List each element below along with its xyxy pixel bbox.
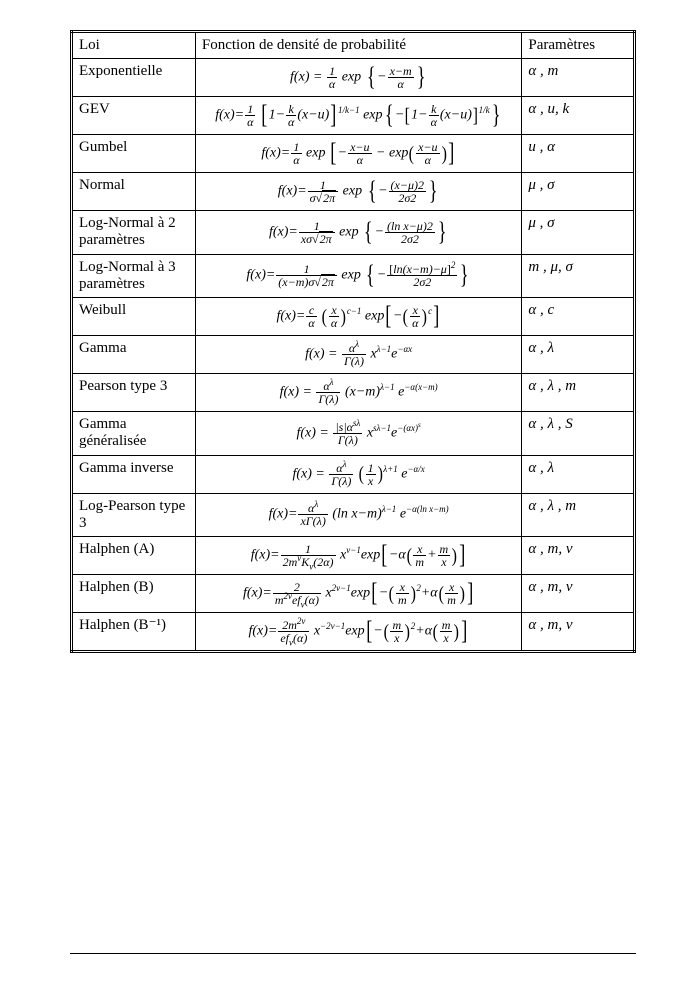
table-row: Halphen (B⁻¹) f(x)=2m2νefν(α) x−2ν−1exp[… bbox=[72, 613, 635, 652]
param-cell: α , m bbox=[522, 59, 635, 97]
param-cell: α , λ , m bbox=[522, 374, 635, 412]
table-row: Log-Normal à 3 paramètres f(x)=1(x−m)σ√2… bbox=[72, 254, 635, 298]
footer-rule bbox=[70, 953, 636, 954]
param-cell: μ , σ bbox=[522, 211, 635, 255]
param-cell: μ , σ bbox=[522, 173, 635, 211]
loi-cell: Halphen (B) bbox=[72, 575, 196, 613]
loi-cell: Gumbel bbox=[72, 135, 196, 173]
param-cell: α , m, ν bbox=[522, 575, 635, 613]
loi-cell: Halphen (B⁻¹) bbox=[72, 613, 196, 652]
formula-cell: f(x) = αλΓ(λ) xλ−1e−αx bbox=[195, 336, 522, 374]
distribution-table: Loi Fonction de densité de probabilité P… bbox=[70, 30, 636, 653]
formula-cell: f(x)=1xσ√2π exp {−(ln x−μ)22σ2} bbox=[195, 211, 522, 255]
table-row: Gamma généralisée f(x) = |s|αsλΓ(λ) xsλ−… bbox=[72, 412, 635, 456]
formula-cell: f(x) = |s|αsλΓ(λ) xsλ−1e−(αx)s bbox=[195, 412, 522, 456]
formula-cell: f(x)=1σ√2π exp {−(x−μ)22σ2} bbox=[195, 173, 522, 211]
table-row: Halphen (A) f(x)=12mνKν(2α) xν−1exp[−α(x… bbox=[72, 537, 635, 575]
col-header-param: Paramètres bbox=[522, 32, 635, 59]
param-cell: α , c bbox=[522, 298, 635, 336]
formula-cell: f(x)=αλxΓ(λ) (ln x−m)λ−1 e−α(ln x−m) bbox=[195, 493, 522, 537]
table-row: GEV f(x)=1α [1−kα(x−u)]1/k−1 exp{−[1−kα(… bbox=[72, 97, 635, 135]
table-row: Halphen (B) f(x)=2m2νefν(α) x2ν−1exp[−(x… bbox=[72, 575, 635, 613]
loi-cell: Pearson type 3 bbox=[72, 374, 196, 412]
table-row: Gamma f(x) = αλΓ(λ) xλ−1e−αx α , λ bbox=[72, 336, 635, 374]
loi-cell: Gamma bbox=[72, 336, 196, 374]
formula-cell: f(x)=12mνKν(2α) xν−1exp[−α(xm+mx)] bbox=[195, 537, 522, 575]
table-row: Normal f(x)=1σ√2π exp {−(x−μ)22σ2} μ , σ bbox=[72, 173, 635, 211]
formula-cell: f(x)=1α [1−kα(x−u)]1/k−1 exp{−[1−kα(x−u)… bbox=[195, 97, 522, 135]
formula-cell: f(x)=cα (xα)c−1 exp[−(xα)c] bbox=[195, 298, 522, 336]
param-cell: α , λ , m bbox=[522, 493, 635, 537]
table-row: Log-Pearson type 3 f(x)=αλxΓ(λ) (ln x−m)… bbox=[72, 493, 635, 537]
formula-cell: f(x)=1(x−m)σ√2π exp {−[ln(x−m)−μ]22σ2} bbox=[195, 254, 522, 298]
param-cell: u , α bbox=[522, 135, 635, 173]
table-row: Pearson type 3 f(x) = αλΓ(λ) (x−m)λ−1 e−… bbox=[72, 374, 635, 412]
param-cell: α , λ bbox=[522, 455, 635, 493]
loi-cell: GEV bbox=[72, 97, 196, 135]
loi-cell: Log-Normal à 3 paramètres bbox=[72, 254, 196, 298]
table-row: Gamma inverse f(x) = αλΓ(λ) (1x)λ+1 e−α/… bbox=[72, 455, 635, 493]
loi-cell: Halphen (A) bbox=[72, 537, 196, 575]
col-header-loi: Loi bbox=[72, 32, 196, 59]
loi-cell: Gamma généralisée bbox=[72, 412, 196, 456]
table-header-row: Loi Fonction de densité de probabilité P… bbox=[72, 32, 635, 59]
table-row: Gumbel f(x)=1α exp [−x−uα − exp(x−uα)] u… bbox=[72, 135, 635, 173]
formula-cell: f(x)=2m2νefν(α) x−2ν−1exp[−(mx)2+α(mx)] bbox=[195, 613, 522, 652]
formula-cell: f(x) = 1α exp {−x−mα} bbox=[195, 59, 522, 97]
param-cell: α , λ bbox=[522, 336, 635, 374]
param-cell: α , m, ν bbox=[522, 613, 635, 652]
param-cell: α , m, ν bbox=[522, 537, 635, 575]
formula-cell: f(x)=1α exp [−x−uα − exp(x−uα)] bbox=[195, 135, 522, 173]
param-cell: m , μ, σ bbox=[522, 254, 635, 298]
param-cell: α , λ , S bbox=[522, 412, 635, 456]
loi-cell: Gamma inverse bbox=[72, 455, 196, 493]
table-row: Weibull f(x)=cα (xα)c−1 exp[−(xα)c] α , … bbox=[72, 298, 635, 336]
param-cell: α , u, k bbox=[522, 97, 635, 135]
col-header-fdp: Fonction de densité de probabilité bbox=[195, 32, 522, 59]
loi-cell: Weibull bbox=[72, 298, 196, 336]
loi-cell: Exponentielle bbox=[72, 59, 196, 97]
table-row: Log-Normal à 2 paramètres f(x)=1xσ√2π ex… bbox=[72, 211, 635, 255]
formula-cell: f(x) = αλΓ(λ) (1x)λ+1 e−α/x bbox=[195, 455, 522, 493]
table-row: Exponentielle f(x) = 1α exp {−x−mα} α , … bbox=[72, 59, 635, 97]
formula-cell: f(x)=2m2νefν(α) x2ν−1exp[−(xm)2+α(xm)] bbox=[195, 575, 522, 613]
loi-cell: Log-Pearson type 3 bbox=[72, 493, 196, 537]
loi-cell: Log-Normal à 2 paramètres bbox=[72, 211, 196, 255]
formula-cell: f(x) = αλΓ(λ) (x−m)λ−1 e−α(x−m) bbox=[195, 374, 522, 412]
loi-cell: Normal bbox=[72, 173, 196, 211]
